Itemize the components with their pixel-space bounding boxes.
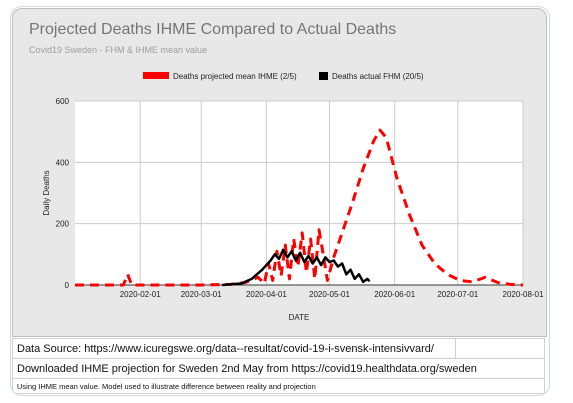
source-row: Data Source: https://www.icuregswe.org/d…: [12, 338, 545, 359]
source-table: Data Source: https://www.icuregswe.org/d…: [12, 338, 545, 394]
tweet-image-card: Projected Deaths IHME Compared to Actual…: [10, 6, 550, 396]
y-tick-label: 0: [65, 281, 70, 290]
series-line-1: [222, 248, 371, 287]
x-tick-label: 2020-05-01: [309, 290, 350, 299]
y-tick-label: 600: [56, 97, 70, 106]
x-tick-label: 2020-06-01: [374, 290, 415, 299]
x-tick-label: 2020-03-01: [181, 290, 222, 299]
x-tick-label: 2020-08-01: [503, 290, 544, 299]
source-cell: Downloaded IHME projection for Sweden 2n…: [12, 358, 545, 379]
legend-label: Deaths projected mean IHME (2/5): [173, 72, 297, 81]
chart-panel: Projected Deaths IHME Compared to Actual…: [12, 8, 547, 337]
x-tick-label: 2020-02-01: [120, 290, 161, 299]
source-cell: Using IHME mean value. Model used to ill…: [12, 378, 545, 394]
x-tick-label: 2020-07-01: [437, 290, 478, 299]
source-row: Using IHME mean value. Model used to ill…: [12, 378, 545, 394]
y-tick-label: 400: [56, 158, 70, 167]
y-tick-label: 200: [56, 220, 70, 229]
blank-cell: [455, 338, 545, 359]
legend-swatch: [143, 72, 169, 79]
x-axis-title: DATE: [289, 313, 310, 322]
chart-plot: 0 200 400 600 2020-02-01 2020-03-01 2020-04-01…: [42, 72, 544, 322]
legend-label: Deaths actual FHM (20/5): [332, 72, 424, 81]
legend-swatch: [319, 72, 328, 80]
chart-title: Projected Deaths IHME Compared to Actual…: [29, 21, 397, 38]
chart-subtitle: Covid19 Sweden - FHM & IHME mean value: [29, 45, 208, 55]
x-tick-label: 2020-04-01: [246, 290, 287, 299]
source-row: Downloaded IHME projection for Sweden 2n…: [12, 358, 545, 379]
source-cell: Data Source: https://www.icuregswe.org/d…: [12, 338, 456, 359]
y-axis-title: Daily Deaths: [42, 170, 51, 215]
